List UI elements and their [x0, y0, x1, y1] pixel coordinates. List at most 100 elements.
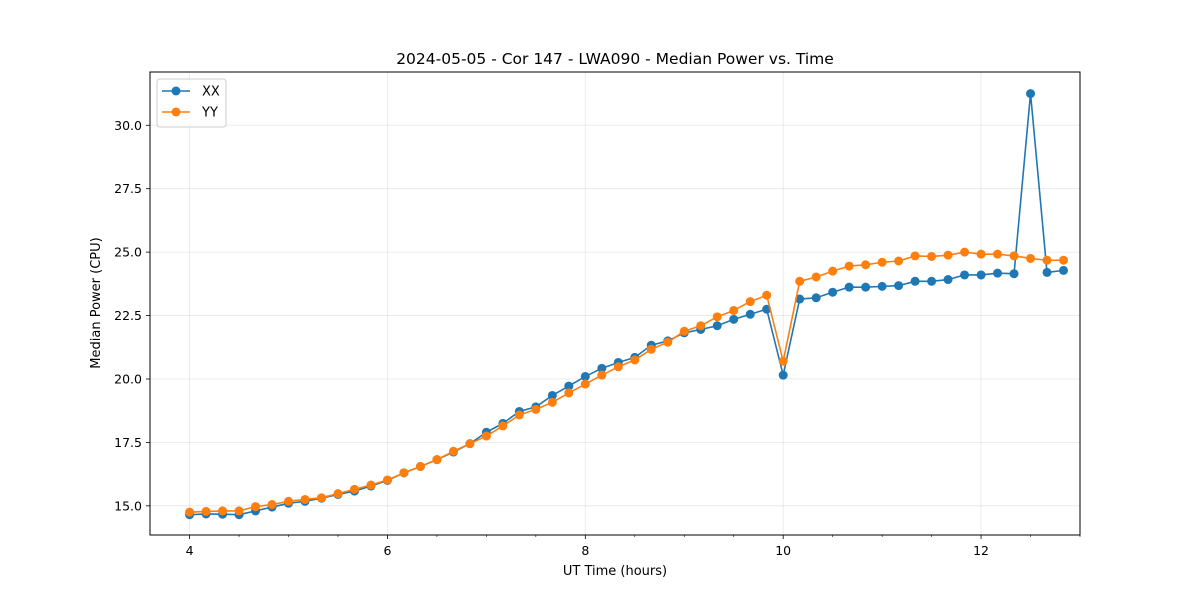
data-point-yy: [1009, 251, 1019, 261]
data-point-yy: [795, 276, 805, 286]
data-point-yy: [382, 475, 392, 485]
data-point-yy: [1059, 255, 1069, 265]
data-point-yy: [712, 312, 722, 322]
data-point-xx: [828, 287, 838, 297]
data-point-xx: [993, 268, 1003, 278]
data-point-xx: [712, 321, 722, 331]
data-point-xx: [795, 294, 805, 304]
y-tick-label: 27.5: [114, 181, 142, 196]
legend: XX YY: [156, 78, 227, 128]
data-point-xx: [927, 276, 937, 286]
data-point-yy: [762, 290, 772, 300]
data-point-yy: [943, 250, 953, 260]
x-tick-label: 12: [973, 543, 989, 558]
x-tick-label: 6: [383, 543, 391, 558]
data-point-yy: [547, 397, 557, 407]
data-point-yy: [333, 489, 343, 499]
data-point-yy: [894, 256, 904, 266]
series-line-yy: [189, 251, 1064, 513]
data-point-xx: [844, 282, 854, 292]
data-point-yy: [481, 431, 491, 441]
x-tick-label: 10: [775, 543, 791, 558]
data-point-yy: [597, 370, 607, 380]
data-point-yy: [663, 337, 673, 347]
data-point-xx: [976, 270, 986, 280]
y-tick-label: 15.0: [114, 498, 142, 513]
grid: [150, 72, 1080, 535]
minor-x-ticks: [238, 535, 1081, 537]
data-point-yy: [993, 249, 1003, 259]
data-point-xx: [729, 314, 739, 324]
data-point-yy: [696, 321, 706, 331]
x-tick-label: 4: [186, 543, 194, 558]
data-point-yy: [877, 257, 887, 267]
data-point-yy: [679, 326, 689, 336]
data-point-xx: [547, 390, 557, 400]
legend-marker-xx: [171, 86, 181, 96]
data-point-yy: [580, 379, 590, 389]
data-point-yy: [267, 500, 277, 510]
data-point-yy: [448, 446, 458, 456]
data-point-yy: [415, 462, 425, 472]
data-point-xx: [580, 371, 590, 381]
series-line-xx: [189, 92, 1064, 516]
y-tick-label: 20.0: [114, 371, 142, 386]
data-point-yy: [531, 404, 541, 414]
data-point-yy: [976, 249, 986, 259]
data-point-xx: [564, 381, 574, 391]
data-point-yy: [316, 493, 326, 503]
data-point-xx: [910, 276, 920, 286]
data-point-yy: [349, 484, 359, 494]
data-point-xx: [1059, 265, 1069, 275]
y-axis: 15.0 17.5 20.0 22.5 25.0 27.5 30.0: [114, 118, 150, 513]
x-tick-label: 8: [581, 543, 589, 558]
y-tick-label: 17.5: [114, 435, 142, 450]
data-point-yy: [861, 260, 871, 270]
data-point-xx: [745, 309, 755, 319]
x-axis-label: UT Time (hours): [563, 564, 667, 579]
data-point-yy: [811, 272, 821, 282]
data-point-yy: [465, 439, 475, 449]
data-point-yy: [514, 410, 524, 420]
data-point-yy: [778, 356, 788, 366]
chart-title: 2024-05-05 - Cor 147 - LWA090 - Median P…: [396, 50, 834, 68]
data-point-yy: [201, 506, 211, 516]
legend-label-xx: XX: [202, 85, 220, 100]
data-point-yy: [646, 344, 656, 354]
y-tick-label: 30.0: [114, 118, 142, 133]
data-point-yy: [234, 506, 244, 516]
data-point-yy: [498, 421, 508, 431]
data-point-yy: [630, 355, 640, 365]
data-point-yy: [284, 496, 294, 506]
x-axis: 4 6 8 10 12: [186, 535, 989, 558]
data-point-yy: [218, 506, 228, 516]
data-point-xx: [1026, 89, 1036, 99]
data-point-yy: [844, 261, 854, 271]
series-xx: [185, 89, 1069, 520]
data-point-yy: [745, 297, 755, 307]
legend-marker-yy: [171, 107, 181, 117]
series-layer: [185, 89, 1069, 520]
data-point-xx: [1009, 269, 1019, 279]
y-axis-label: Median Power (CPU): [89, 237, 104, 368]
data-point-xx: [811, 293, 821, 303]
data-point-yy: [251, 502, 261, 512]
legend-label-yy: YY: [201, 106, 218, 121]
data-point-yy: [729, 305, 739, 315]
data-point-yy: [432, 455, 442, 465]
data-point-xx: [778, 370, 788, 380]
y-tick-label: 25.0: [114, 245, 142, 260]
y-tick-label: 22.5: [114, 308, 142, 323]
plot-frame: [149, 71, 1081, 536]
data-point-yy: [828, 266, 838, 276]
data-point-xx: [861, 282, 871, 292]
data-point-xx: [960, 270, 970, 280]
data-point-yy: [366, 480, 376, 490]
data-point-yy: [399, 468, 409, 478]
series-yy: [185, 247, 1069, 517]
data-point-yy: [564, 388, 574, 398]
data-point-yy: [1026, 253, 1036, 263]
data-point-xx: [1042, 267, 1052, 277]
